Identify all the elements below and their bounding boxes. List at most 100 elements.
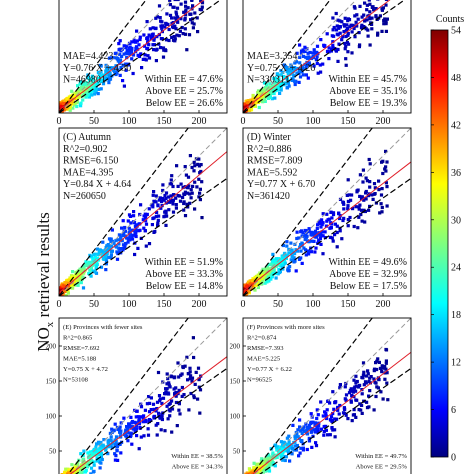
density-cell bbox=[123, 242, 128, 246]
density-cell bbox=[98, 457, 102, 461]
density-cell bbox=[246, 280, 250, 284]
density-cell bbox=[359, 208, 364, 212]
ee-text: Above EE = 32.9% bbox=[329, 269, 407, 280]
density-cell bbox=[350, 51, 354, 55]
density-cell bbox=[176, 361, 180, 365]
density-cell bbox=[281, 70, 285, 74]
stat-text: RMSE=7.393 bbox=[247, 345, 284, 352]
density-cell bbox=[272, 268, 276, 272]
density-cell bbox=[319, 38, 323, 42]
density-cell bbox=[343, 397, 347, 401]
density-cell bbox=[269, 277, 273, 281]
panel-frame bbox=[58, 317, 228, 474]
density-cell bbox=[384, 361, 388, 365]
density-cell bbox=[171, 210, 176, 214]
density-cell bbox=[107, 56, 111, 60]
density-cell bbox=[183, 192, 187, 196]
density-cell bbox=[358, 4, 362, 8]
density-cell bbox=[286, 81, 290, 85]
density-cell bbox=[119, 431, 123, 435]
density-cell bbox=[295, 431, 299, 436]
density-cell bbox=[105, 65, 109, 69]
density-cell bbox=[120, 54, 124, 58]
density-cell bbox=[170, 407, 175, 411]
density-cloud bbox=[60, 336, 203, 474]
density-cell bbox=[275, 88, 279, 92]
density-cell bbox=[122, 52, 126, 56]
density-cell bbox=[70, 89, 74, 93]
figure-ylabel: NOx retrieval results bbox=[34, 212, 56, 352]
density-cell bbox=[127, 231, 131, 235]
ee-upper-line bbox=[59, 128, 189, 296]
density-cell bbox=[91, 85, 95, 89]
density-cell bbox=[144, 216, 148, 220]
density-cell bbox=[275, 455, 279, 459]
density-cell bbox=[261, 470, 265, 474]
density-cell bbox=[293, 434, 297, 439]
density-cell bbox=[91, 76, 95, 80]
density-cell bbox=[336, 408, 340, 412]
density-cell bbox=[69, 467, 73, 471]
density-cell bbox=[173, 375, 177, 379]
density-cell bbox=[183, 165, 187, 169]
density-cell bbox=[365, 179, 369, 183]
density-cell bbox=[116, 238, 120, 242]
density-cell bbox=[158, 399, 162, 403]
density-cell bbox=[320, 234, 324, 238]
density-cell bbox=[251, 281, 255, 285]
density-cell bbox=[349, 387, 353, 391]
density-cell bbox=[180, 394, 184, 398]
density-cell bbox=[186, 205, 190, 209]
density-cell bbox=[279, 69, 283, 73]
density-cell bbox=[160, 26, 164, 30]
density-cell bbox=[79, 467, 83, 471]
density-cell bbox=[146, 47, 150, 51]
density-cell bbox=[285, 77, 289, 81]
density-cell bbox=[89, 265, 93, 269]
density-cell bbox=[257, 98, 261, 102]
density-cell bbox=[61, 101, 66, 106]
density-cell bbox=[308, 426, 312, 430]
density-cell bbox=[311, 420, 315, 424]
density-cell bbox=[92, 257, 96, 261]
density-cell bbox=[118, 73, 122, 77]
density-cell bbox=[63, 106, 68, 110]
density-cell bbox=[106, 452, 110, 456]
density-cell bbox=[155, 400, 160, 404]
density-cell bbox=[189, 18, 193, 22]
density-cell bbox=[162, 198, 166, 202]
density-cell bbox=[307, 227, 311, 231]
density-cell bbox=[274, 257, 278, 261]
density-cell bbox=[121, 63, 125, 67]
density-cell bbox=[263, 95, 267, 99]
density-cell bbox=[83, 470, 88, 474]
density-cell bbox=[360, 403, 364, 407]
density-cell bbox=[285, 240, 289, 244]
y-tick-label: 100 bbox=[230, 413, 241, 421]
density-cell bbox=[313, 250, 317, 254]
density-cell bbox=[89, 459, 93, 463]
density-cell bbox=[333, 435, 337, 439]
density-cell bbox=[95, 260, 99, 264]
density-cell bbox=[143, 44, 147, 48]
density-cell bbox=[352, 378, 356, 382]
density-cell bbox=[155, 35, 159, 39]
density-cell bbox=[283, 81, 288, 85]
density-cell bbox=[368, 204, 372, 208]
density-cell bbox=[98, 459, 102, 463]
density-cell bbox=[287, 440, 291, 444]
panel-background bbox=[59, 128, 227, 296]
density-cell bbox=[63, 98, 67, 102]
density-cell bbox=[273, 96, 277, 100]
density-cell bbox=[259, 88, 264, 92]
density-cell bbox=[362, 370, 366, 374]
density-cell bbox=[166, 22, 170, 26]
density-cell bbox=[70, 284, 74, 288]
density-cell bbox=[267, 453, 271, 457]
density-cell bbox=[118, 52, 122, 56]
density-cell bbox=[310, 239, 314, 243]
density-cell bbox=[143, 53, 147, 57]
density-cell bbox=[85, 81, 89, 85]
density-cell bbox=[253, 275, 257, 279]
density-cell bbox=[174, 206, 178, 210]
